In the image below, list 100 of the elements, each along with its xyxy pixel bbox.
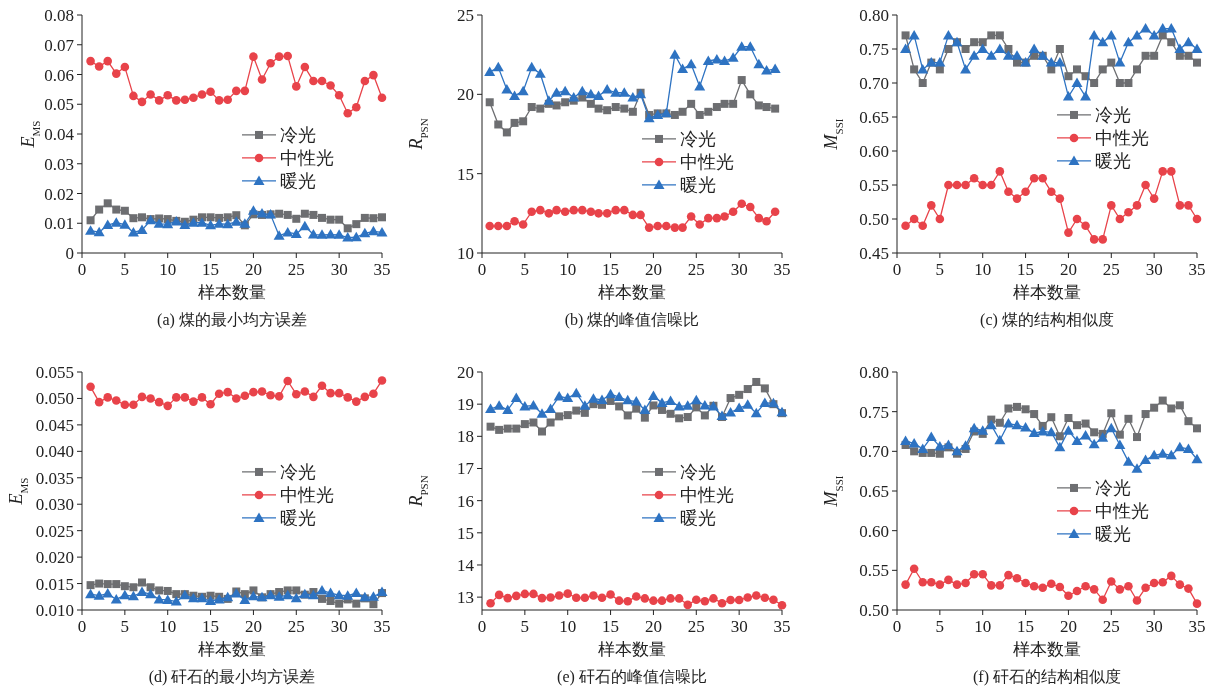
y-tick-label: 0.60	[859, 521, 889, 541]
y-tick-label: 18	[457, 427, 474, 447]
legend-label: 暖光	[680, 174, 716, 195]
y-tick-label: 0.04	[44, 125, 75, 144]
x-tick-label: 5	[120, 260, 130, 279]
y-tick-label: 0.055	[35, 363, 74, 382]
text: (c) 煤的结构相似度	[980, 311, 1114, 329]
x-axis-title: 样本数量	[598, 640, 666, 659]
y-tick-label: 0.050	[35, 389, 74, 409]
x-tick-label: 5	[120, 617, 130, 636]
legend-label: 中性光	[1095, 500, 1149, 521]
x-tick-label: 10	[974, 617, 992, 636]
x-axis-title: 样本数量	[198, 283, 266, 302]
y-tick-label: 0.02	[44, 184, 74, 204]
y-tick-label: 0.65	[859, 482, 889, 501]
x-tick-label: 35	[373, 617, 391, 636]
x-tick-label: 25	[687, 617, 705, 636]
y-tick-label: 0.035	[35, 468, 74, 488]
x-tick-label: 30	[730, 260, 748, 279]
text: (d) 矸石的最小均方误差	[148, 668, 316, 686]
legend-label: 冷光	[680, 461, 716, 482]
y-tick-label: 0.08	[44, 6, 74, 25]
x-tick-label: 0	[77, 260, 87, 279]
legend-label: 冷光	[680, 128, 716, 149]
x-tick-label: 20	[244, 617, 262, 636]
legend-label: 暖光	[1095, 150, 1131, 171]
y-tick-label: 0.030	[35, 495, 74, 515]
y-tick-label: 0.03	[44, 154, 74, 174]
x-tick-label: 30	[1145, 260, 1163, 279]
x-tick-label: 10	[559, 617, 577, 636]
legend-label: 冷光	[280, 124, 316, 145]
x-tick-label: 0	[892, 260, 902, 279]
x-tick-label: 15	[602, 260, 620, 279]
y-tick-label: 16	[457, 491, 474, 511]
x-tick-label: 25	[1102, 617, 1120, 636]
x-tick-label: 5	[520, 260, 530, 279]
y-tick-label: 0.06	[44, 65, 74, 85]
y-tick-label: 0.65	[859, 108, 889, 127]
x-tick-label: 20	[1059, 260, 1077, 279]
y-tick-label: 0.07	[44, 35, 75, 55]
text: (a) 煤的最小均方误差	[157, 311, 307, 329]
y-tick-label: 10	[457, 244, 474, 263]
x-tick-label: 0	[892, 617, 902, 636]
legend-label: 中性光	[280, 484, 334, 505]
y-tick-label: 0.60	[859, 142, 889, 161]
y-tick-label: 0.045	[35, 415, 74, 435]
x-tick-label: 15	[1017, 260, 1035, 279]
x-tick-label: 25	[687, 260, 705, 279]
y-tick-label: 0.75	[859, 402, 889, 422]
x-tick-label: 30	[330, 260, 348, 279]
legend-label: 暖光	[680, 507, 716, 528]
x-tick-label: 10	[559, 260, 577, 279]
x-tick-label: 20	[644, 260, 662, 279]
y-tick-label: 0.025	[35, 521, 74, 541]
y-tick-label: 0.80	[859, 6, 889, 25]
legend-label: 暖光	[280, 170, 316, 191]
x-tick-label: 25	[287, 260, 305, 279]
y-tick-label: 15	[457, 164, 474, 184]
x-tick-label: 35	[1188, 617, 1206, 636]
y-tick-label: 0.015	[35, 574, 74, 594]
x-tick-label: 5	[935, 617, 945, 636]
x-tick-label: 30	[330, 617, 348, 636]
legend-label: 中性光	[1095, 127, 1149, 148]
y-tick-label: 17	[457, 459, 475, 479]
y-tick-label: 0	[65, 244, 74, 263]
x-tick-label: 25	[1102, 260, 1120, 279]
x-tick-label: 15	[202, 617, 220, 636]
legend-label: 暖光	[280, 507, 316, 528]
x-tick-label: 10	[159, 617, 177, 636]
x-tick-label: 35	[373, 260, 391, 279]
x-tick-label: 20	[244, 260, 262, 279]
text: (f) 矸石的结构相似度	[973, 668, 1121, 686]
y-tick-label: 0.55	[859, 561, 889, 581]
y-tick-label: 0.01	[44, 214, 74, 234]
legend-label: 冷光	[280, 461, 316, 482]
x-tick-label: 35	[773, 260, 791, 279]
x-tick-label: 15	[602, 617, 620, 636]
y-tick-label: 20	[457, 363, 474, 382]
legend-label: 冷光	[1095, 104, 1131, 125]
x-tick-label: 35	[1188, 260, 1206, 279]
y-tick-label: 15	[457, 523, 474, 543]
y-tick-label: 0.50	[859, 601, 889, 620]
y-tick-label: 14	[457, 555, 475, 575]
y-tick-label: 0.70	[859, 442, 889, 462]
y-tick-label: 0.010	[35, 601, 74, 620]
y-tick-label: 0.020	[35, 548, 74, 568]
text: (e) 矸石的峰值信噪比	[557, 668, 707, 686]
legend-label: 暖光	[1095, 523, 1131, 544]
x-tick-label: 0	[477, 260, 487, 279]
y-tick-label: 0.45	[859, 244, 889, 263]
text: (b) 煤的峰值信噪比	[564, 311, 700, 329]
y-tick-label: 13	[457, 588, 474, 608]
x-tick-label: 5	[935, 260, 945, 279]
y-tick-label: 0.80	[859, 363, 889, 382]
x-tick-label: 10	[159, 260, 177, 279]
x-tick-label: 35	[773, 617, 791, 636]
x-tick-label: 30	[1145, 617, 1163, 636]
x-tick-label: 0	[77, 617, 87, 636]
x-tick-label: 30	[730, 617, 748, 636]
y-tick-label: 19	[457, 395, 474, 415]
